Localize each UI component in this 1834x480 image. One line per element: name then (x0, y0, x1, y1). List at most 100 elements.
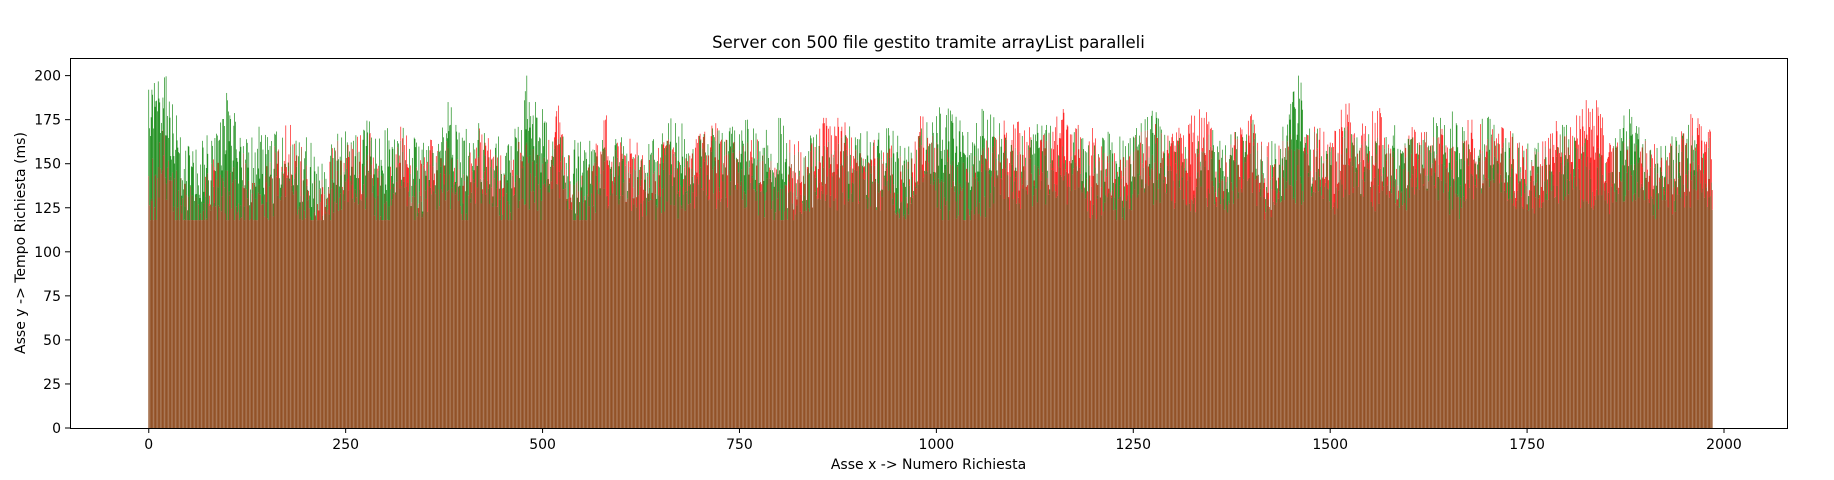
bar-series-green (675, 123, 676, 157)
bar-overlap (291, 185, 292, 428)
bar-series-green (332, 158, 334, 183)
bar-series-red (1616, 146, 1618, 190)
bar-series-red (1577, 144, 1579, 169)
bar-series-green (415, 147, 417, 185)
bar-series-red (1705, 144, 1707, 184)
bar-series-red (1533, 166, 1534, 181)
bar-series-green (1629, 109, 1630, 140)
bar-series-red (706, 155, 707, 196)
bar-overlap (1265, 212, 1266, 428)
bar-overlap (1550, 139, 1552, 429)
bar-series-green (1344, 127, 1345, 138)
bar-overlap (575, 220, 576, 428)
bar-series-green (1110, 149, 1111, 193)
bar-series-red (1147, 166, 1149, 186)
bar-series-green (1073, 132, 1075, 152)
bar-overlap (1557, 153, 1559, 429)
bar-series-green (1400, 153, 1402, 193)
bar-overlap (950, 164, 951, 428)
bar-series-red (927, 137, 929, 172)
bar-series-green (451, 157, 453, 188)
bar-series-red (1092, 128, 1093, 215)
bar-series-red (711, 125, 713, 141)
bar-overlap (1562, 164, 1563, 428)
bar-series-red (1602, 117, 1604, 175)
bar-series-green (520, 130, 522, 153)
bar-series-red (769, 167, 770, 179)
bar-series-red (1320, 179, 1322, 187)
bar-overlap (517, 208, 519, 428)
bar-overlap (1151, 154, 1153, 428)
bar-series-red (1203, 117, 1205, 140)
bar-series-red (1670, 143, 1671, 147)
bar-series-red (1596, 135, 1598, 168)
bar-overlap (1216, 206, 1218, 428)
bar-series-red (406, 135, 407, 187)
bars-layer (148, 75, 1713, 429)
bar-overlap (802, 203, 803, 428)
bar-series-green (1673, 159, 1674, 188)
bar-overlap (1173, 208, 1175, 428)
bar-series-green (580, 187, 582, 191)
bar-overlap (897, 193, 899, 428)
bar-series-green (183, 189, 184, 221)
bar-series-red (1408, 135, 1410, 140)
bar-series-green (979, 160, 981, 203)
bar-series-red (706, 165, 708, 176)
bar-overlap (1077, 128, 1079, 429)
bar-series-green (1285, 159, 1287, 189)
bar-overlap (1188, 149, 1189, 428)
bar-series-red (603, 120, 605, 189)
bar-overlap (157, 167, 159, 428)
bar-overlap (1013, 199, 1014, 428)
bar-overlap (165, 183, 167, 428)
bar-overlap (1670, 178, 1672, 428)
bar-series-green (1246, 134, 1248, 157)
bar-series-red (1546, 164, 1548, 194)
bar-overlap (457, 200, 459, 428)
bar-overlap (187, 196, 189, 428)
bar-series-green (284, 163, 286, 169)
bar-series-green (1287, 124, 1288, 142)
bar-series-red (817, 169, 819, 199)
bar-overlap (264, 216, 265, 428)
bar-overlap (1652, 198, 1653, 428)
bar-overlap (550, 181, 552, 428)
bar-overlap (1288, 150, 1289, 429)
bar-series-green (615, 139, 617, 151)
bar-series-red (1114, 179, 1116, 184)
bar-series-green (280, 184, 282, 197)
bar-overlap (884, 185, 886, 428)
bar-overlap (223, 181, 224, 428)
bar-series-green (1311, 183, 1313, 193)
bar-overlap (159, 142, 161, 429)
bar-series-green (680, 173, 682, 206)
bar-overlap (1443, 192, 1444, 428)
bar-overlap (284, 168, 286, 428)
bar-series-green (693, 183, 695, 185)
bar-overlap (1615, 201, 1617, 428)
bar-overlap (784, 211, 785, 428)
bar-overlap (339, 193, 341, 428)
bar-overlap (1656, 162, 1658, 428)
bar-series-green (1265, 199, 1266, 213)
bar-series-green (311, 207, 313, 221)
bar-overlap (332, 182, 334, 428)
bar-overlap (1017, 154, 1018, 428)
bar-series-red (1454, 151, 1455, 182)
bar-overlap (1054, 191, 1056, 428)
bar-series-red (1610, 144, 1611, 173)
bar-overlap (302, 195, 304, 428)
bar-series-green (1677, 152, 1679, 179)
bar-series-green (416, 142, 417, 168)
bar-overlap (1679, 172, 1681, 428)
bar-series-green (1440, 117, 1441, 129)
bar-overlap (1481, 150, 1483, 428)
bar-series-red (408, 168, 409, 192)
bar-series-green (450, 124, 451, 210)
bar-series-green (516, 138, 517, 175)
bar-overlap (999, 135, 1000, 428)
bar-series-green (1104, 181, 1106, 203)
bar-overlap (1238, 192, 1240, 428)
bar-series-green (956, 146, 958, 219)
